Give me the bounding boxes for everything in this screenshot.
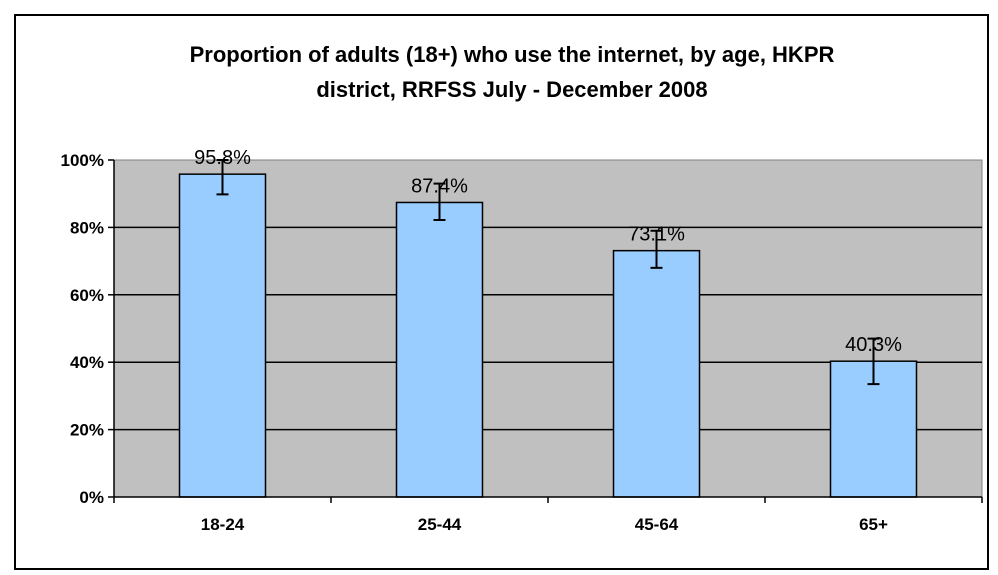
data-label-65+: 40.3% <box>845 334 902 356</box>
x-tick-label-65+: 65+ <box>859 515 888 534</box>
y-tick-label: 40% <box>70 353 104 372</box>
y-tick-label: 80% <box>70 218 104 237</box>
y-tick-label: 60% <box>70 286 104 305</box>
x-tick-label-25-44: 25-44 <box>418 515 462 534</box>
y-tick-label: 20% <box>70 421 104 440</box>
chart-title-line-2: district, RRFSS July - December 2008 <box>316 77 707 102</box>
x-tick-label-45-64: 45-64 <box>635 515 679 534</box>
data-label-25-44: 87.4% <box>411 175 468 197</box>
bars <box>178 173 918 498</box>
y-tick-label: 0% <box>79 488 104 507</box>
chart-title-line-1: Proportion of adults (18+) who use the i… <box>190 42 835 67</box>
x-tick-label-18-24: 18-24 <box>201 515 245 534</box>
x-axis-ticks: 18-24 25-44 45-64 65+ <box>113 497 983 534</box>
bar-18-24 <box>178 173 267 498</box>
error-bars <box>216 159 880 386</box>
data-label-18-24: 95.8% <box>194 147 251 169</box>
bar-45-64 <box>612 249 701 498</box>
bar-25-44 <box>395 201 484 498</box>
y-tick-label: 100% <box>61 151 104 170</box>
data-label-45-64: 73.1% <box>628 224 685 246</box>
data-labels: 95.8% 87.4% 73.1% 40.3% <box>194 147 902 356</box>
y-axis-ticks: 0% 20% 40% 60% 80% 100% <box>61 151 114 507</box>
